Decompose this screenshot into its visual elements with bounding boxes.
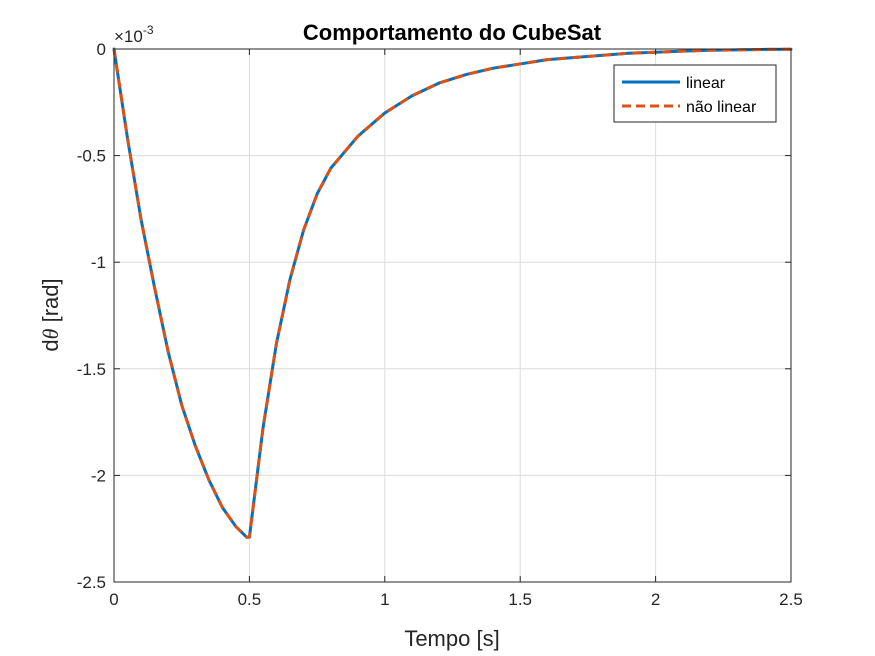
axes-box xyxy=(113,48,792,583)
y-axis-label-suffix: [rad] xyxy=(38,278,63,328)
legend-label-nao-linear: não linear xyxy=(686,99,757,116)
x-tick-label: 2.5 xyxy=(779,590,803,609)
y-axis-label-prefix: d xyxy=(38,339,63,351)
y-tick-label: -1.5 xyxy=(77,360,106,379)
y-exponent-base: ×10 xyxy=(114,27,143,46)
legend-label-linear: linear xyxy=(686,75,726,92)
series-lines xyxy=(112,47,793,539)
x-tick-label: 2 xyxy=(651,590,660,609)
legend-box xyxy=(613,64,777,123)
chart-title: Comportamento do CubeSat xyxy=(303,20,602,45)
y-tick-label: -2 xyxy=(91,466,106,485)
y-tick-label: 0 xyxy=(97,40,106,59)
axis-ticks: 0 0.5 1 1.5 2 2.5 0 -0.5 -1 -1.5 -2 -2.5 xyxy=(77,40,803,609)
y-axis-label: dθ [rad] xyxy=(38,278,63,351)
legend: linear não linear xyxy=(613,64,777,123)
x-axis-label: Tempo [s] xyxy=(404,626,499,651)
y-tick-label: -2.5 xyxy=(77,573,106,592)
x-tick-label: 1.5 xyxy=(508,590,532,609)
plot-area xyxy=(114,49,791,582)
y-axis-label-symbol: θ xyxy=(38,328,63,339)
y-tick-label: -0.5 xyxy=(77,147,106,166)
y-exponent-power: -3 xyxy=(143,23,154,37)
x-tick-label: 1 xyxy=(380,590,389,609)
x-tick-label: 0.5 xyxy=(238,590,262,609)
x-tick-label: 0 xyxy=(109,590,118,609)
y-axis-exponent: ×10-3 xyxy=(114,23,154,46)
grid-lines xyxy=(113,48,792,583)
y-tick-label: -1 xyxy=(91,253,106,272)
series-line-nao-linear xyxy=(112,47,792,539)
